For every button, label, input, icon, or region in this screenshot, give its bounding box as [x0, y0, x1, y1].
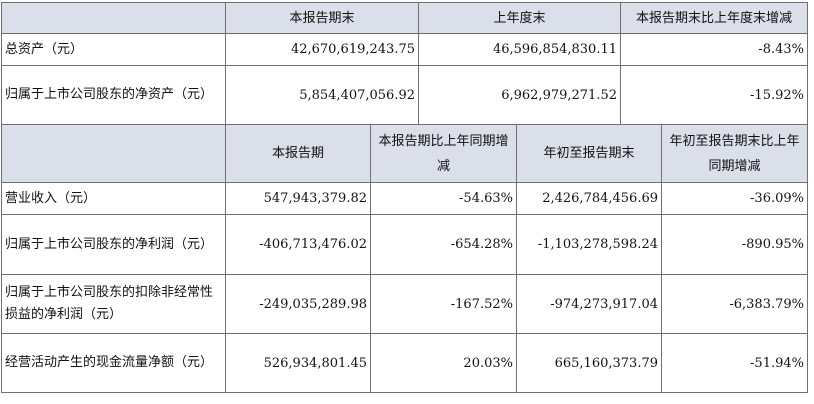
col-header-period-end: 本报告期末: [225, 2, 419, 34]
value-current-period: 526,934,801.45: [225, 333, 371, 393]
value-ytd-change: -36.09%: [661, 182, 808, 215]
table-row-total-assets: 总资产（元） 42,670,619,243.75 46,596,854,830.…: [1, 33, 808, 66]
value-current-period-change: 20.03%: [370, 333, 517, 393]
value-ytd: 2,426,784,456.69: [516, 182, 662, 215]
row-label: 归属于上市公司股东的净资产（元）: [1, 65, 226, 125]
table-row-adjusted-net-profit: 归属于上市公司股东的扣除非经常性损益的净利润（元） -249,035,289.9…: [1, 274, 808, 334]
value-prior-year-end: 46,596,854,830.11: [418, 33, 621, 66]
col-header-ytd-change: 年初至报告期末比上年同期增减: [661, 124, 808, 183]
row-label: 总资产（元）: [1, 33, 226, 66]
table-row-revenue: 营业收入（元） 547,943,379.82 -54.63% 2,426,784…: [1, 182, 808, 215]
row-label: 归属于上市公司股东的扣除非经常性损益的净利润（元）: [1, 274, 226, 334]
value-current-period: -249,035,289.98: [225, 274, 371, 334]
value-ytd-change: -6,383.79%: [661, 274, 808, 334]
value-ytd-change: -51.94%: [661, 333, 808, 393]
col-header-current-period-change: 本报告期比上年同期增减: [370, 124, 517, 183]
table-row-net-assets: 归属于上市公司股东的净资产（元） 5,854,407,056.92 6,962,…: [1, 65, 808, 125]
table-row-operating-cash-flow: 经营活动产生的现金流量净额（元） 526,934,801.45 20.03% 6…: [1, 333, 808, 393]
col-header-current-period: 本报告期: [225, 124, 371, 183]
value-current-period-change: -54.63%: [370, 182, 517, 215]
row-label: 经营活动产生的现金流量净额（元）: [1, 333, 226, 393]
value-ytd: -1,103,278,598.24: [516, 214, 662, 275]
value-ytd: -974,273,917.04: [516, 274, 662, 334]
value-change: -8.43%: [620, 33, 808, 66]
value-period-end: 5,854,407,056.92: [225, 65, 419, 125]
section2-header-row: 本报告期 本报告期比上年同期增减 年初至报告期末 年初至报告期末比上年同期增减: [1, 124, 808, 183]
value-change: -15.92%: [620, 65, 808, 125]
value-period-end: 42,670,619,243.75: [225, 33, 419, 66]
row-label: 营业收入（元）: [1, 182, 226, 215]
financial-summary-table: 本报告期末 上年度末 本报告期末比上年度末增减 总资产（元） 42,670,61…: [1, 2, 808, 393]
value-prior-year-end: 6,962,979,271.52: [418, 65, 621, 125]
value-ytd: 665,160,373.79: [516, 333, 662, 393]
value-current-period-change: -167.52%: [370, 274, 517, 334]
header-blank-cell: [1, 2, 226, 34]
value-current-period: 547,943,379.82: [225, 182, 371, 215]
value-ytd-change: -890.95%: [661, 214, 808, 275]
row-label: 归属于上市公司股东的净利润（元）: [1, 214, 226, 275]
col-header-prior-year-end: 上年度末: [418, 2, 621, 34]
value-current-period-change: -654.28%: [370, 214, 517, 275]
col-header-change: 本报告期末比上年度末增减: [620, 2, 808, 34]
value-current-period: -406,713,476.02: [225, 214, 371, 275]
header-blank-cell: [1, 124, 226, 183]
table-row-net-profit: 归属于上市公司股东的净利润（元） -406,713,476.02 -654.28…: [1, 214, 808, 275]
section1-header-row: 本报告期末 上年度末 本报告期末比上年度末增减: [1, 2, 808, 34]
col-header-ytd: 年初至报告期末: [516, 124, 662, 183]
